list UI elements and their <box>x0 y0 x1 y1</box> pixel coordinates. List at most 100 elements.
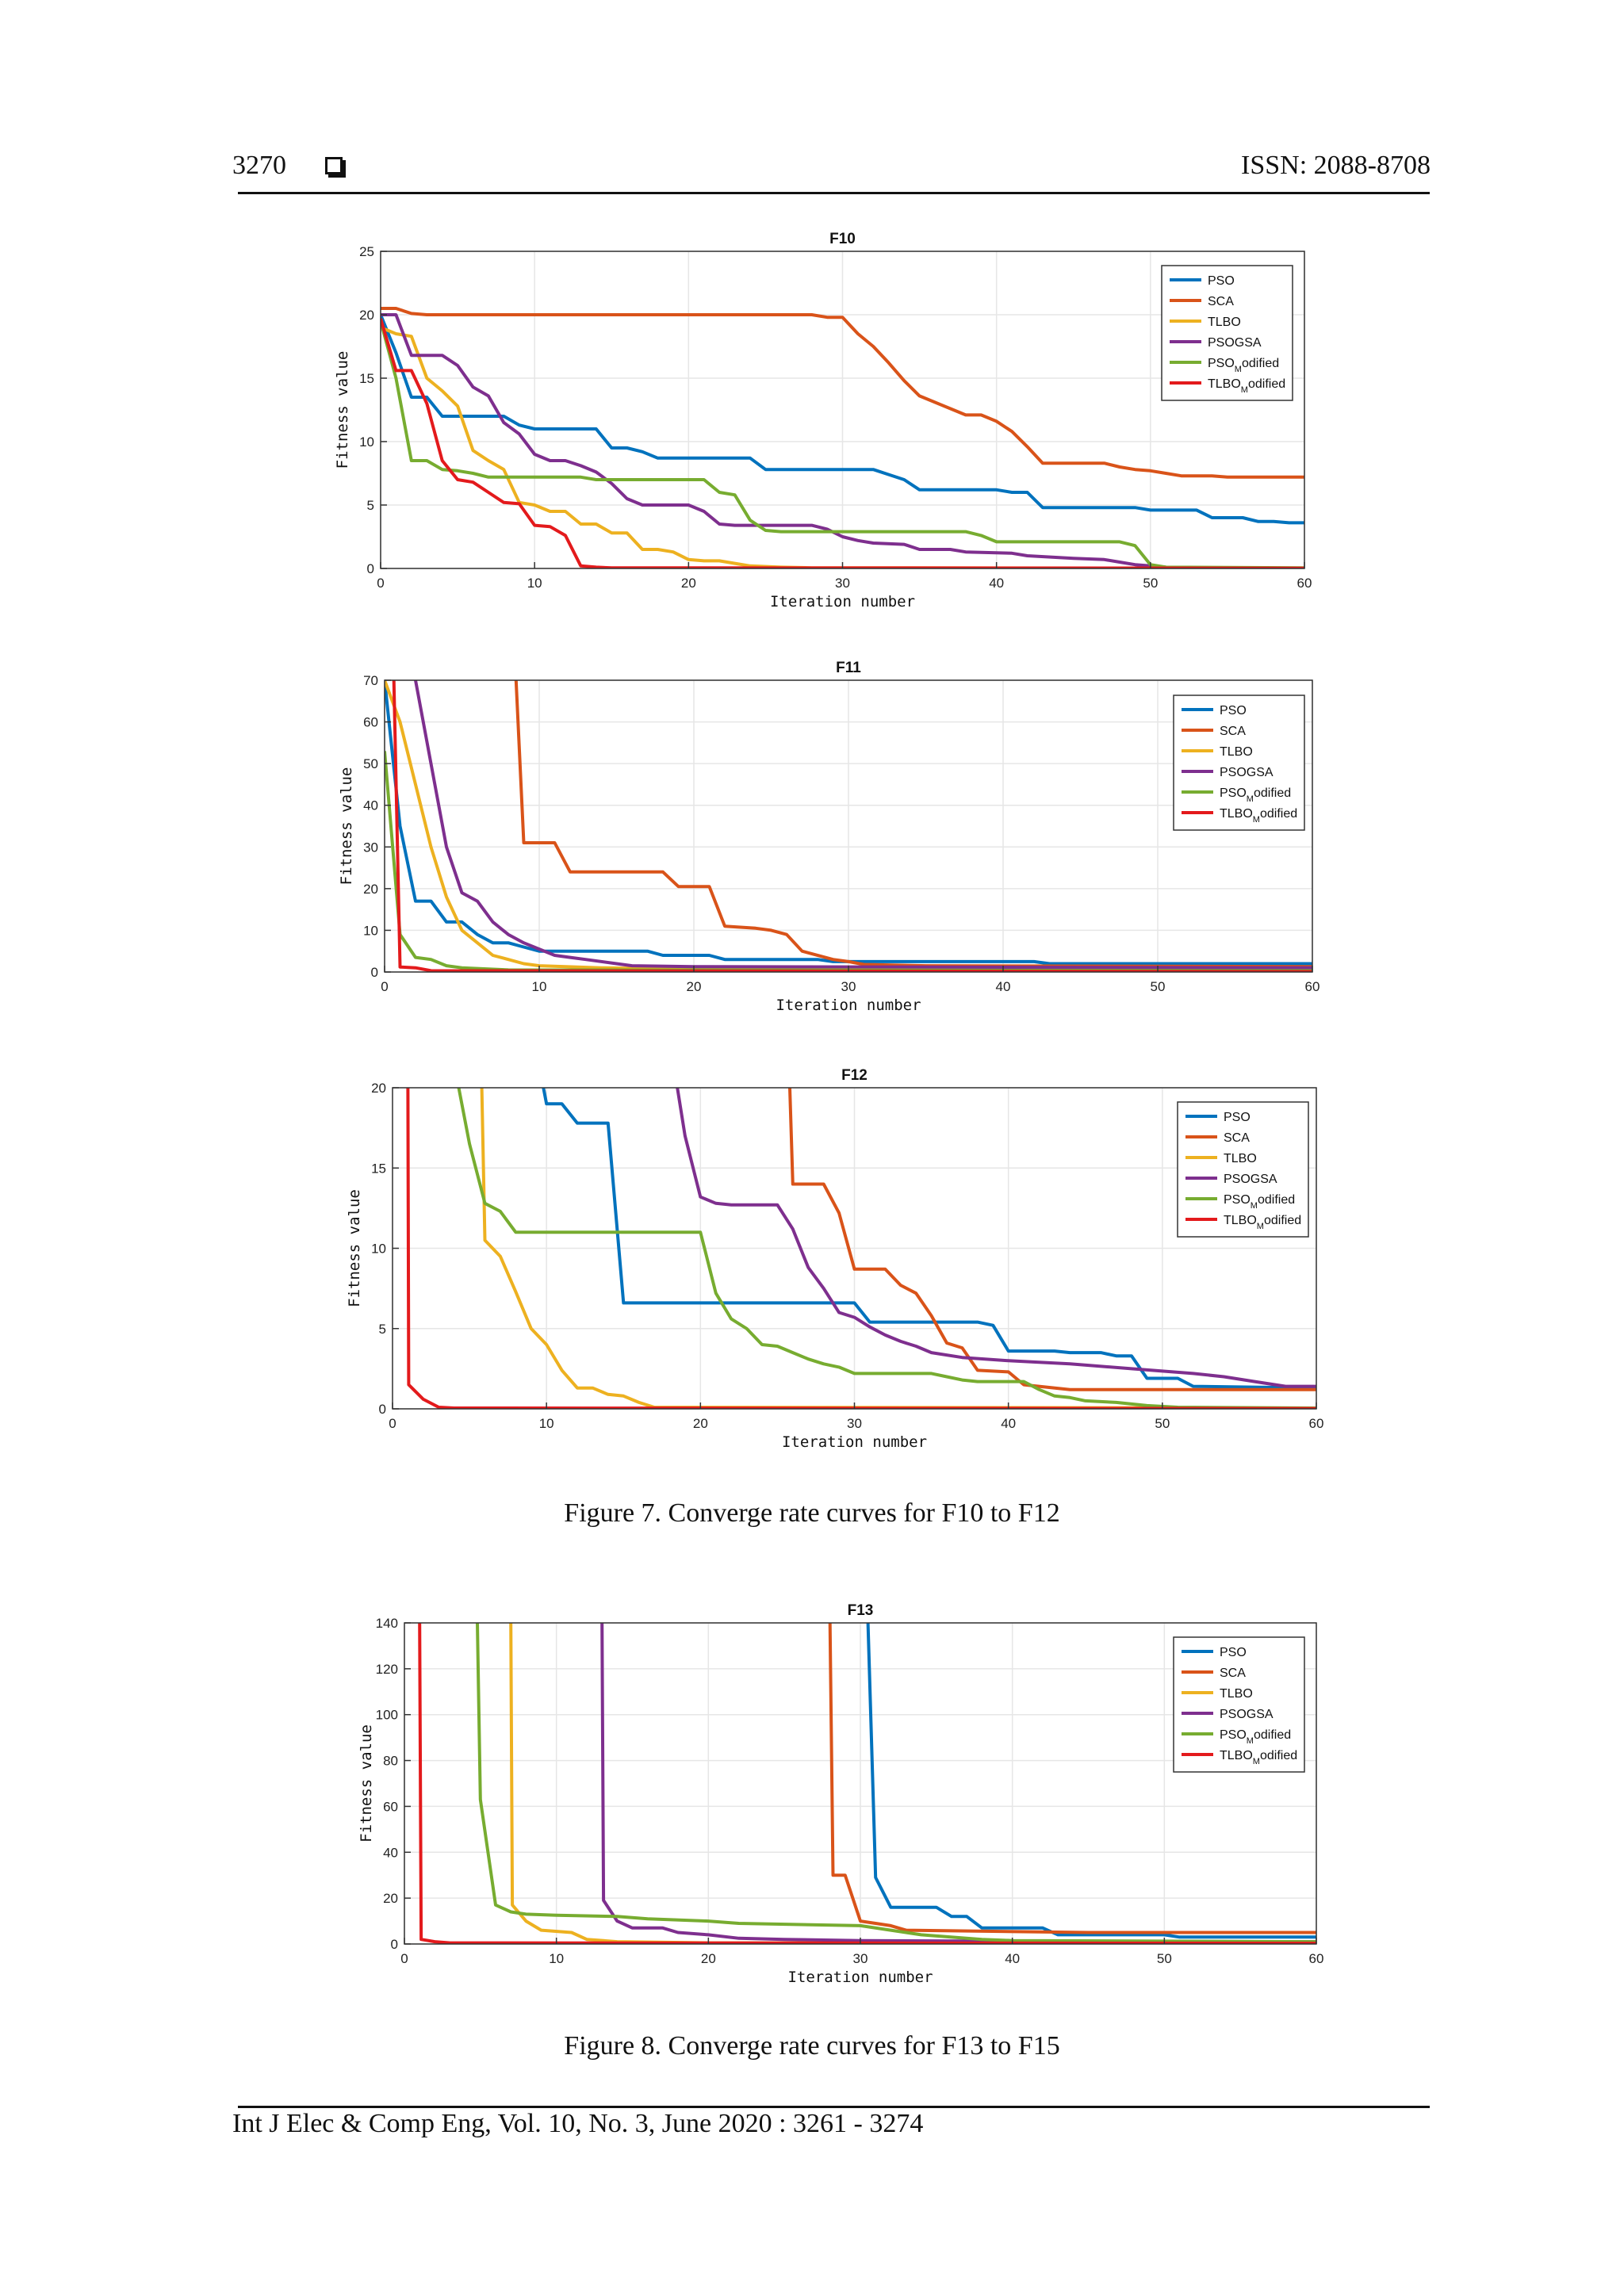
series-line-tlbo <box>381 326 1304 568</box>
y-tick-label: 15 <box>359 371 374 386</box>
x-tick-label: 20 <box>687 979 702 994</box>
legend-label: PSOGSA <box>1224 1173 1277 1186</box>
x-axis-label: Iteration number <box>787 1969 933 1986</box>
y-tick-label: 0 <box>379 1402 386 1417</box>
y-tick-label: 20 <box>363 882 378 897</box>
legend-box <box>1173 1636 1305 1773</box>
legend-label: PSOModified <box>1208 357 1279 374</box>
chart-title: F12 <box>841 1067 868 1084</box>
chart-f13: 0 10 20 30 40 50 60 0 20 40 60 80 100 120 140 F13 Iterat… <box>321 1590 1328 2006</box>
chart-f12: 0 10 20 30 40 50 60 0 5 10 15 20 F12 Iteration number… <box>321 1054 1328 1471</box>
y-tick-label: 40 <box>363 798 378 813</box>
legend-label: PSOModified <box>1220 786 1291 804</box>
y-tick-label: 5 <box>367 498 374 513</box>
legend-label: SCA <box>1220 725 1246 738</box>
chart-svg: 0 10 20 30 40 50 60 0 20 40 60 80 100 120 140 F13 Iterat… <box>358 1602 1324 1986</box>
series-line-psogsa <box>414 679 1312 970</box>
x-tick-label: 60 <box>1305 979 1320 994</box>
chart-title: F11 <box>836 660 861 676</box>
series-line-pso-modified <box>381 320 1304 568</box>
chart-title: F13 <box>848 1602 874 1619</box>
y-tick-label: 50 <box>363 756 378 771</box>
series-line-tlbo <box>480 1087 1316 1409</box>
x-tick-label: 0 <box>389 1416 396 1431</box>
x-tick-label: 10 <box>549 1951 564 1966</box>
y-tick-label: 10 <box>363 923 378 938</box>
x-axis-label: Iteration number <box>770 593 915 610</box>
y-tick-label: 60 <box>383 1799 398 1814</box>
header-rule <box>238 192 1430 194</box>
legend-label: TLBO <box>1208 316 1241 329</box>
x-tick-label: 60 <box>1309 1416 1324 1431</box>
journal-issn: ISSN: 2088-8708 <box>1241 151 1431 180</box>
x-tick-label: 30 <box>841 979 856 994</box>
series-line-tlbo-modified <box>381 318 1304 568</box>
y-tick-label: 10 <box>371 1242 386 1257</box>
y-axis-label: Fitness value <box>338 767 355 886</box>
legend-label: TLBOModified <box>1220 807 1297 825</box>
x-tick-label: 30 <box>835 576 850 591</box>
legend-box <box>1173 695 1305 831</box>
series-line-pso <box>866 1622 1316 1939</box>
legend: PSO SCA TLBO PSOGSA PSOModified TLBOModified <box>1177 1101 1309 1238</box>
legend-label: SCA <box>1220 1667 1246 1680</box>
y-axis-label: Fitness value <box>334 351 351 469</box>
figure-8-caption: Figure 8. Converge rate curves for F13 t… <box>564 2031 1060 2061</box>
bullet-box-icon <box>325 157 343 174</box>
legend: PSO SCA TLBO PSOGSA PSOModified TLBOModified <box>1161 265 1293 401</box>
chart-svg: 0 10 20 30 40 50 60 0 5 10 15 20 F12 Iteration number… <box>346 1067 1324 1451</box>
y-tick-label: 0 <box>367 561 374 576</box>
x-tick-label: 50 <box>1143 576 1158 591</box>
legend-label: PSO <box>1220 704 1247 718</box>
legend-label: TLBO <box>1224 1152 1257 1165</box>
series-line-tlbo-modified <box>392 679 1312 972</box>
legend-label: PSOGSA <box>1220 1708 1274 1721</box>
y-tick-label: 5 <box>379 1322 386 1337</box>
x-tick-label: 10 <box>539 1416 554 1431</box>
series-line-psogsa <box>676 1087 1316 1388</box>
legend-box <box>1177 1101 1309 1238</box>
x-tick-label: 30 <box>853 1951 868 1966</box>
legend-label: SCA <box>1208 295 1234 308</box>
legend-label: TLBO <box>1220 745 1253 759</box>
y-tick-label: 40 <box>383 1845 398 1860</box>
legend-label: PSOModified <box>1220 1728 1291 1746</box>
chart-title: F10 <box>829 231 856 247</box>
x-tick-label: 60 <box>1309 1951 1324 1966</box>
x-tick-label: 50 <box>1155 1416 1170 1431</box>
legend-label: TLBOModified <box>1220 1749 1297 1766</box>
legend-box <box>1161 265 1293 401</box>
legend-label: PSOGSA <box>1208 336 1262 350</box>
legend-label: PSOModified <box>1224 1193 1295 1211</box>
page-number: 3270 <box>232 151 286 180</box>
x-tick-label: 30 <box>847 1416 862 1431</box>
x-axis-label: Iteration number <box>776 997 921 1014</box>
x-tick-label: 10 <box>527 576 542 591</box>
series-line-sca <box>514 679 1312 969</box>
y-tick-label: 30 <box>363 840 378 855</box>
chart-f11: 0 10 20 30 40 50 60 0 10 20 30 40 50 60 70 F11 Iteration… <box>321 650 1328 1023</box>
y-tick-label: 140 <box>376 1616 398 1631</box>
series-line-pso-modified <box>457 1087 1316 1409</box>
series-group <box>385 679 1312 972</box>
footer-rule <box>238 2106 1430 2108</box>
series-line-psogsa <box>381 313 1304 568</box>
legend-label: TLBO <box>1220 1687 1253 1701</box>
footer-citation: Int J Elec & Comp Eng, Vol. 10, No. 3, J… <box>232 2109 924 2138</box>
y-tick-label: 100 <box>376 1708 398 1723</box>
chart-svg: 0 10 20 30 40 50 60 0 5 10 15 20 25 F10 Iteration numb… <box>334 231 1312 610</box>
x-tick-label: 0 <box>377 576 384 591</box>
legend: PSO SCA TLBO PSOGSA PSOModified TLBOModified <box>1173 1636 1305 1773</box>
series-line-sca <box>828 1622 1316 1934</box>
y-tick-label: 25 <box>359 244 374 259</box>
series-line-tlbo-modified <box>418 1622 1316 1944</box>
x-tick-label: 60 <box>1297 576 1312 591</box>
y-axis-label: Fitness value <box>346 1189 363 1307</box>
y-tick-label: 20 <box>371 1081 386 1096</box>
series-line-sca <box>788 1087 1316 1391</box>
x-tick-label: 40 <box>989 576 1004 591</box>
legend: PSO SCA TLBO PSOGSA PSOModified TLBOModified <box>1173 695 1305 831</box>
x-tick-label: 50 <box>1151 979 1166 994</box>
legend-label: PSO <box>1208 274 1235 288</box>
legend-label: PSOGSA <box>1220 766 1274 779</box>
